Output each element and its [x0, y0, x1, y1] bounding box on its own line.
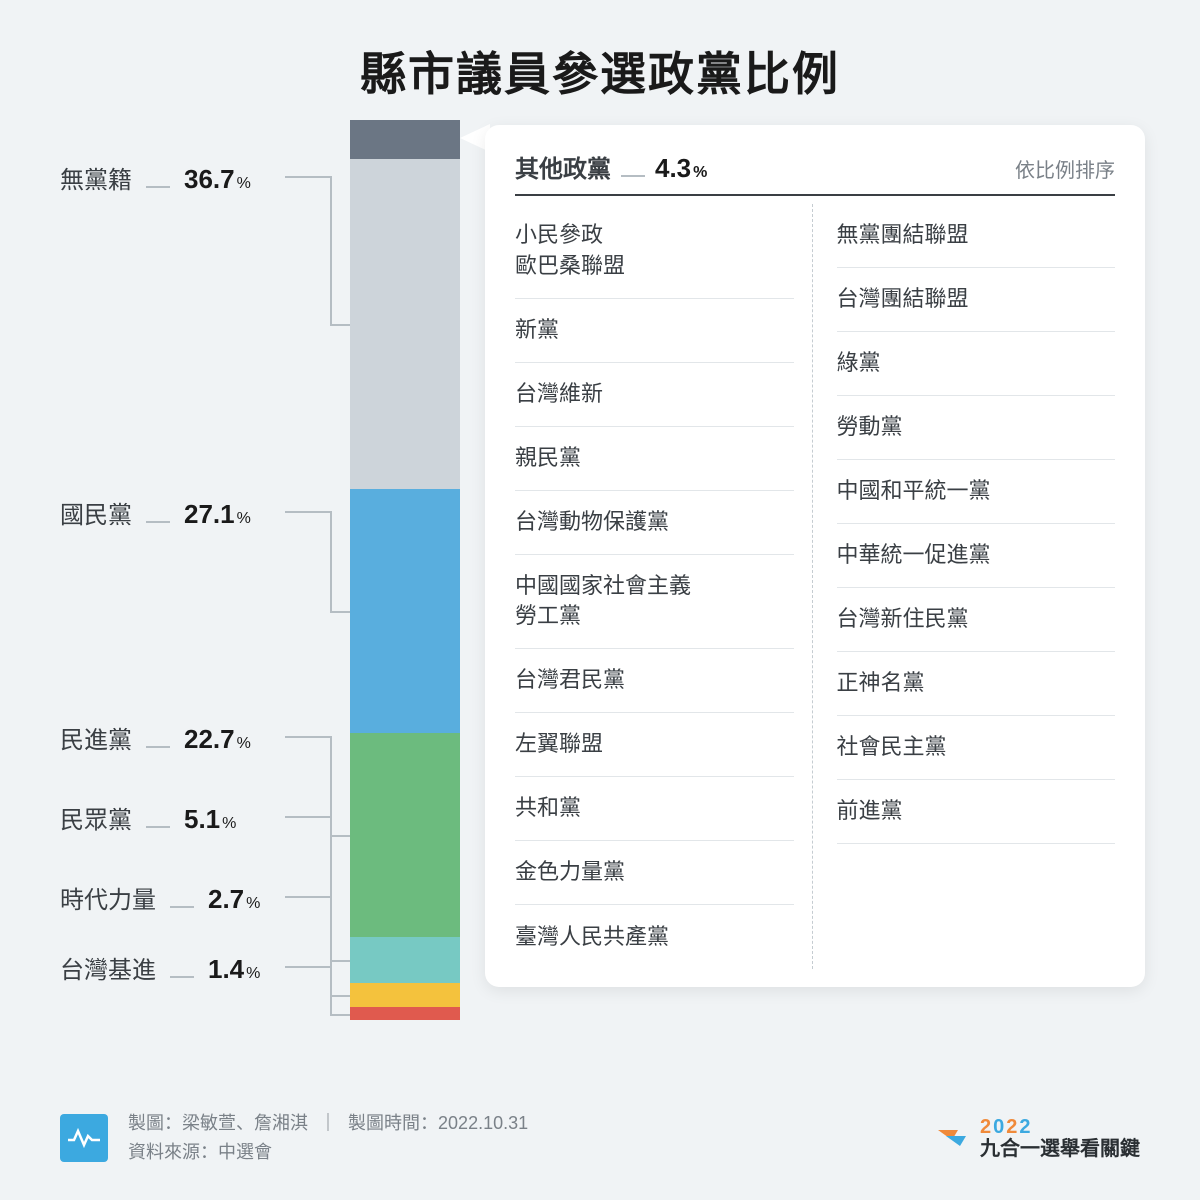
party-list-item: [837, 844, 1116, 908]
party-list-item: 共和黨: [515, 777, 794, 841]
party-label: 無黨籍36.7%: [60, 160, 251, 195]
party-list-item: 台灣團結聯盟: [837, 268, 1116, 332]
footer-brand: 2022 九合一選舉看關鍵: [934, 1116, 1140, 1160]
party-list-item: 台灣維新: [515, 363, 794, 427]
brand-icon: [934, 1120, 970, 1156]
leader-line: [330, 611, 351, 613]
party-list-item: 正神名黨: [837, 652, 1116, 716]
party-list-item: 綠黨: [837, 332, 1116, 396]
party-column-left: 小民參政歐巴桑聯盟新黨台灣維新親民黨台灣動物保護黨中國國家社會主義勞工黨台灣君民…: [515, 204, 813, 969]
callout-title: 其他政黨: [515, 149, 611, 184]
party-list-item: 親民黨: [515, 427, 794, 491]
leader-line: [330, 176, 332, 324]
party-list-item: 勞動黨: [837, 396, 1116, 460]
chart-area: 無黨籍36.7% 國民黨27.1% 民進黨22.7% 民眾黨5.1% 時代力量2.7% 台…: [60, 120, 1140, 1080]
callout-header: 其他政黨 4.3% 依比例排序: [515, 149, 1115, 196]
party-label: 國民黨27.1%: [60, 495, 251, 530]
other-parties-callout: 其他政黨 4.3% 依比例排序 小民參政歐巴桑聯盟新黨台灣維新親民黨台灣動物保護…: [485, 125, 1145, 987]
party-list-item: 台灣君民黨: [515, 649, 794, 713]
leader-line: [285, 511, 330, 513]
leader-line: [330, 1014, 351, 1016]
leader-line: [285, 816, 330, 818]
party-list-item: 中華統一促進黨: [837, 524, 1116, 588]
party-list-item: 中國和平統一黨: [837, 460, 1116, 524]
brand-year: 2022: [980, 1116, 1140, 1138]
party-list-item: 社會民主黨: [837, 716, 1116, 780]
party-list-item: 左翼聯盟: [515, 713, 794, 777]
chart-title: 縣市議員參選政黨比例: [0, 0, 1200, 104]
callout-dash: [621, 175, 645, 177]
leader-line: [330, 324, 351, 326]
brand-tagline: 九合一選舉看關鍵: [980, 1138, 1140, 1160]
party-list-item: 台灣動物保護黨: [515, 491, 794, 555]
leader-line: [330, 966, 332, 1014]
party-columns: 小民參政歐巴桑聯盟新黨台灣維新親民黨台灣動物保護黨中國國家社會主義勞工黨台灣君民…: [515, 204, 1115, 969]
callout-sort-note: 依比例排序: [1015, 154, 1115, 183]
leader-line: [330, 835, 351, 837]
stacked-bar: [350, 120, 460, 1020]
party-list-item: 金色力量黨: [515, 841, 794, 905]
party-list-item: 前進黨: [837, 780, 1116, 844]
bar-segment: [350, 489, 460, 733]
party-label: 時代力量2.7%: [60, 880, 260, 915]
bar-segment: [350, 1007, 460, 1020]
bar-segment: [350, 159, 460, 489]
leader-line: [285, 176, 330, 178]
party-list-item: 台灣新住民黨: [837, 588, 1116, 652]
party-label: 民眾黨5.1%: [60, 800, 236, 835]
party-column-right: 無黨團結聯盟台灣團結聯盟綠黨勞動黨中國和平統一黨中華統一促進黨台灣新住民黨正神名…: [813, 204, 1116, 969]
callout-percent: 4.3%: [655, 153, 707, 184]
leader-line: [330, 995, 351, 997]
party-label: 民進黨22.7%: [60, 720, 251, 755]
leader-line: [285, 966, 330, 968]
leader-line: [330, 960, 351, 962]
bar-segment: [350, 937, 460, 983]
party-list-item: 中國國家社會主義勞工黨: [515, 555, 794, 650]
party-list-item: 臺灣人民共產黨: [515, 905, 794, 969]
source-logo-icon: [60, 1114, 108, 1162]
bar-segment: [350, 733, 460, 937]
leader-line: [285, 896, 330, 898]
leader-line: [285, 736, 330, 738]
footer: 製圖：梁敏萱、詹湘淇 ｜ 製圖時間：2022.10.31 資料來源：中選會 20…: [60, 1106, 1140, 1170]
bar-segment: [350, 120, 460, 159]
footer-credits: 製圖：梁敏萱、詹湘淇 ｜ 製圖時間：2022.10.31 資料來源：中選會: [128, 1109, 528, 1167]
party-label: 台灣基進1.4%: [60, 950, 260, 985]
party-list-item: 新黨: [515, 299, 794, 363]
party-list-item: 小民參政歐巴桑聯盟: [515, 204, 794, 299]
leader-line: [330, 511, 332, 611]
party-list-item: 無黨團結聯盟: [837, 204, 1116, 268]
bar-segment: [350, 983, 460, 1007]
